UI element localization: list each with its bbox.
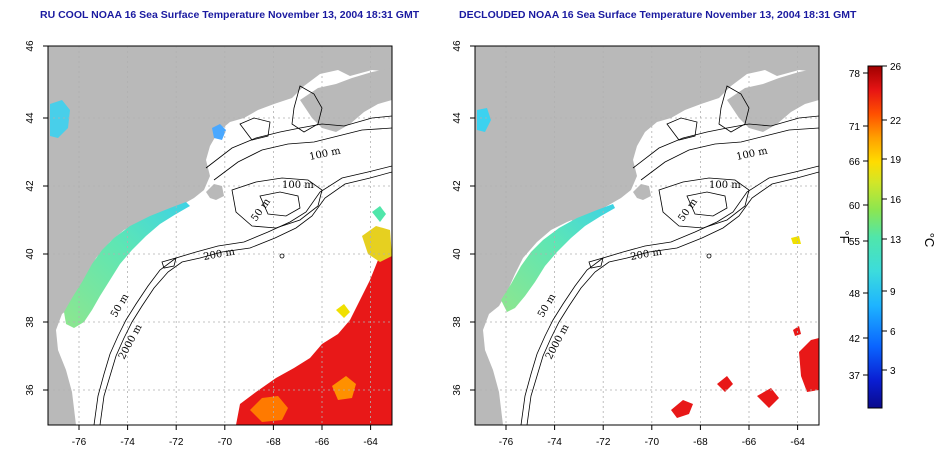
- cape-cod: [633, 184, 651, 200]
- x-axis-labels: -76 -74 -72 -70 -68 -66 -64: [499, 437, 805, 448]
- fahrenheit-tick: 42: [849, 334, 861, 345]
- axis-ticks: [43, 45, 372, 430]
- fahrenheit-tick: 78: [849, 69, 861, 80]
- y-tick-label: 36: [452, 384, 463, 396]
- y-tick-label: 44: [25, 112, 36, 124]
- sst-patch-bay-of-fundy: [212, 124, 226, 140]
- bathymetry-contours: [93, 85, 392, 425]
- x-axis-labels: -76 -74 -72 -70 -68 -66 -64: [72, 437, 378, 448]
- sst-patch-shelf: [501, 204, 615, 312]
- map-title-left: RU COOL NOAA 16 Sea Surface Temperature …: [40, 9, 420, 21]
- sst-patch-shelf: [64, 202, 190, 328]
- fahrenheit-tick: 37: [849, 371, 861, 382]
- sst-patch-orange: [250, 396, 288, 422]
- fahrenheit-tick: 66: [849, 157, 861, 168]
- x-tick-label: -66: [315, 437, 330, 448]
- x-tick-label: -70: [645, 437, 660, 448]
- sst-map-left: 100 m 100 m 50 m 200 m 50 m 2000 m -76 -…: [25, 40, 393, 448]
- fahrenheit-tick: 71: [849, 122, 861, 133]
- nova-scotia: [727, 68, 819, 132]
- x-tick-label: -72: [596, 437, 611, 448]
- sst-patch-warm-4: [799, 338, 819, 392]
- sst-patch-yellow-2: [336, 304, 350, 318]
- y-tick-label: 46: [452, 40, 463, 52]
- colorbar-ticks: [863, 65, 887, 376]
- sst-patch-gulf-of-maine: [50, 100, 70, 138]
- fahrenheit-tick: 48: [849, 289, 861, 300]
- map-frame: [474, 45, 820, 426]
- y-tick-label: 40: [25, 248, 36, 260]
- celsius-tick: 3: [890, 366, 896, 377]
- y-tick-label: 38: [25, 316, 36, 328]
- contour-label: 100 m: [709, 180, 741, 191]
- colorbar-bar: [867, 65, 883, 409]
- celsius-tick: 9: [890, 287, 896, 298]
- sst-patch-warm-3: [757, 388, 779, 408]
- celsius-tick: 26: [890, 62, 902, 73]
- graticule: [48, 46, 392, 425]
- map-frame: [47, 45, 393, 426]
- sst-patch-yellow-east: [791, 236, 801, 244]
- nova-scotia: [300, 68, 392, 132]
- contour-label: 100 m: [282, 180, 314, 191]
- x-tick-label: -68: [693, 437, 708, 448]
- x-tick-label: -68: [266, 437, 281, 448]
- celsius-tick: 6: [890, 327, 896, 338]
- x-tick-label: -64: [363, 437, 378, 448]
- land-mass: [475, 46, 819, 425]
- y-axis-labels: 46 44 42 40 38 36: [25, 40, 36, 396]
- celsius-unit-label: °C: [922, 233, 937, 248]
- y-tick-label: 42: [25, 180, 36, 192]
- sst-patch-yellow-east: [362, 226, 392, 262]
- y-tick-label: 42: [452, 180, 463, 192]
- celsius-tick: 22: [890, 116, 902, 127]
- bathymetry-contours: [520, 85, 819, 425]
- graticule: [475, 46, 819, 425]
- celsius-tick: 13: [890, 235, 902, 246]
- y-axis-labels: 46 44 42 40 38 36: [452, 40, 463, 396]
- y-tick-label: 40: [452, 248, 463, 260]
- fahrenheit-tick: 55: [849, 237, 861, 248]
- fahrenheit-unit-label: °F: [837, 230, 852, 243]
- x-tick-label: -76: [499, 437, 514, 448]
- x-tick-label: -74: [547, 437, 562, 448]
- x-tick-label: -66: [742, 437, 757, 448]
- sst-patch-green-east: [372, 206, 386, 222]
- sst-patch-warm-south: [236, 250, 392, 425]
- axis-ticks: [470, 45, 799, 430]
- celsius-tick: 19: [890, 155, 902, 166]
- celsius-tick: 16: [890, 195, 902, 206]
- y-tick-label: 36: [25, 384, 36, 396]
- land-mass: [48, 46, 392, 425]
- x-tick-label: -76: [72, 437, 87, 448]
- cape-cod: [206, 184, 224, 200]
- sst-patch-orange-2: [332, 376, 356, 400]
- y-tick-label: 46: [25, 40, 36, 52]
- sst-patch-warm-2: [717, 376, 733, 392]
- y-tick-label: 38: [452, 316, 463, 328]
- x-tick-label: -74: [120, 437, 135, 448]
- sst-patch-warm-5: [793, 326, 801, 336]
- sst-map-right: 100 m 100 m 50 m 200 m 50 m 2000 m -76 -…: [452, 40, 820, 448]
- temperature-colorbar: 78 71 66 60 55 48 42 37 26 22 19 16 13 9…: [837, 62, 937, 409]
- sst-patch-gulf-of-maine: [477, 108, 491, 132]
- map-title-right: DECLOUDED NOAA 16 Sea Surface Temperatur…: [459, 9, 857, 21]
- x-tick-label: -64: [790, 437, 805, 448]
- fahrenheit-tick: 60: [849, 201, 861, 212]
- x-tick-label: -72: [169, 437, 184, 448]
- x-tick-label: -70: [218, 437, 233, 448]
- y-tick-label: 44: [452, 112, 463, 124]
- sst-patch-warm-1: [671, 400, 693, 418]
